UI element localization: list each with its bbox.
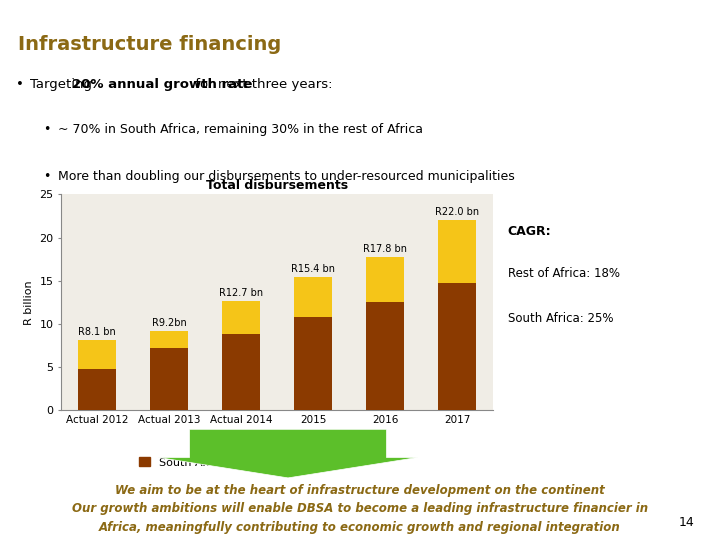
Bar xyxy=(438,220,476,282)
Text: We aim to be at the heart of infrastructure development on the continent: We aim to be at the heart of infrastruct… xyxy=(115,484,605,497)
Bar xyxy=(78,340,116,369)
Text: ~ 70% in South Africa, remaining 30% in the rest of Africa: ~ 70% in South Africa, remaining 30% in … xyxy=(58,123,423,136)
Bar xyxy=(366,256,404,302)
Bar xyxy=(150,348,188,410)
Text: South Africa: 25%: South Africa: 25% xyxy=(508,312,613,325)
Bar xyxy=(150,331,188,348)
Polygon shape xyxy=(158,429,418,478)
Y-axis label: R billion: R billion xyxy=(24,280,34,325)
Text: Africa, meaningfully contributing to economic growth and regional integration: Africa, meaningfully contributing to eco… xyxy=(99,521,621,534)
Text: Targeting: Targeting xyxy=(30,78,96,91)
Bar xyxy=(294,278,332,317)
Text: R8.1 bn: R8.1 bn xyxy=(78,327,116,338)
Bar xyxy=(366,302,404,410)
Text: CAGR:: CAGR: xyxy=(508,225,552,238)
Bar xyxy=(78,369,116,410)
Bar xyxy=(294,317,332,410)
Text: Infrastructure financing: Infrastructure financing xyxy=(19,35,282,54)
Legend: South Africa, Rest of Africa: South Africa, Rest of Africa xyxy=(134,453,334,472)
Text: R12.7 bn: R12.7 bn xyxy=(219,288,264,298)
Bar xyxy=(222,334,260,410)
Text: R17.8 bn: R17.8 bn xyxy=(363,244,408,254)
Text: 20% annual growth rate: 20% annual growth rate xyxy=(72,78,253,91)
Text: R9.2bn: R9.2bn xyxy=(152,318,186,328)
Bar xyxy=(438,282,476,410)
Text: •: • xyxy=(16,78,24,91)
Text: Our growth ambitions will enable DBSA to become a leading infrastructure financi: Our growth ambitions will enable DBSA to… xyxy=(72,502,648,515)
Text: •: • xyxy=(43,170,50,183)
Text: R15.4 bn: R15.4 bn xyxy=(291,264,336,274)
Text: for next three years:: for next three years: xyxy=(191,78,333,91)
Bar xyxy=(222,301,260,334)
Text: 14: 14 xyxy=(679,516,695,529)
Text: More than doubling our disbursements to under-resourced municipalities: More than doubling our disbursements to … xyxy=(58,170,514,183)
Text: Rest of Africa: 18%: Rest of Africa: 18% xyxy=(508,267,620,280)
Text: R22.0 bn: R22.0 bn xyxy=(435,207,480,217)
Text: •: • xyxy=(43,123,50,136)
Title: Total disbursements: Total disbursements xyxy=(206,179,348,192)
